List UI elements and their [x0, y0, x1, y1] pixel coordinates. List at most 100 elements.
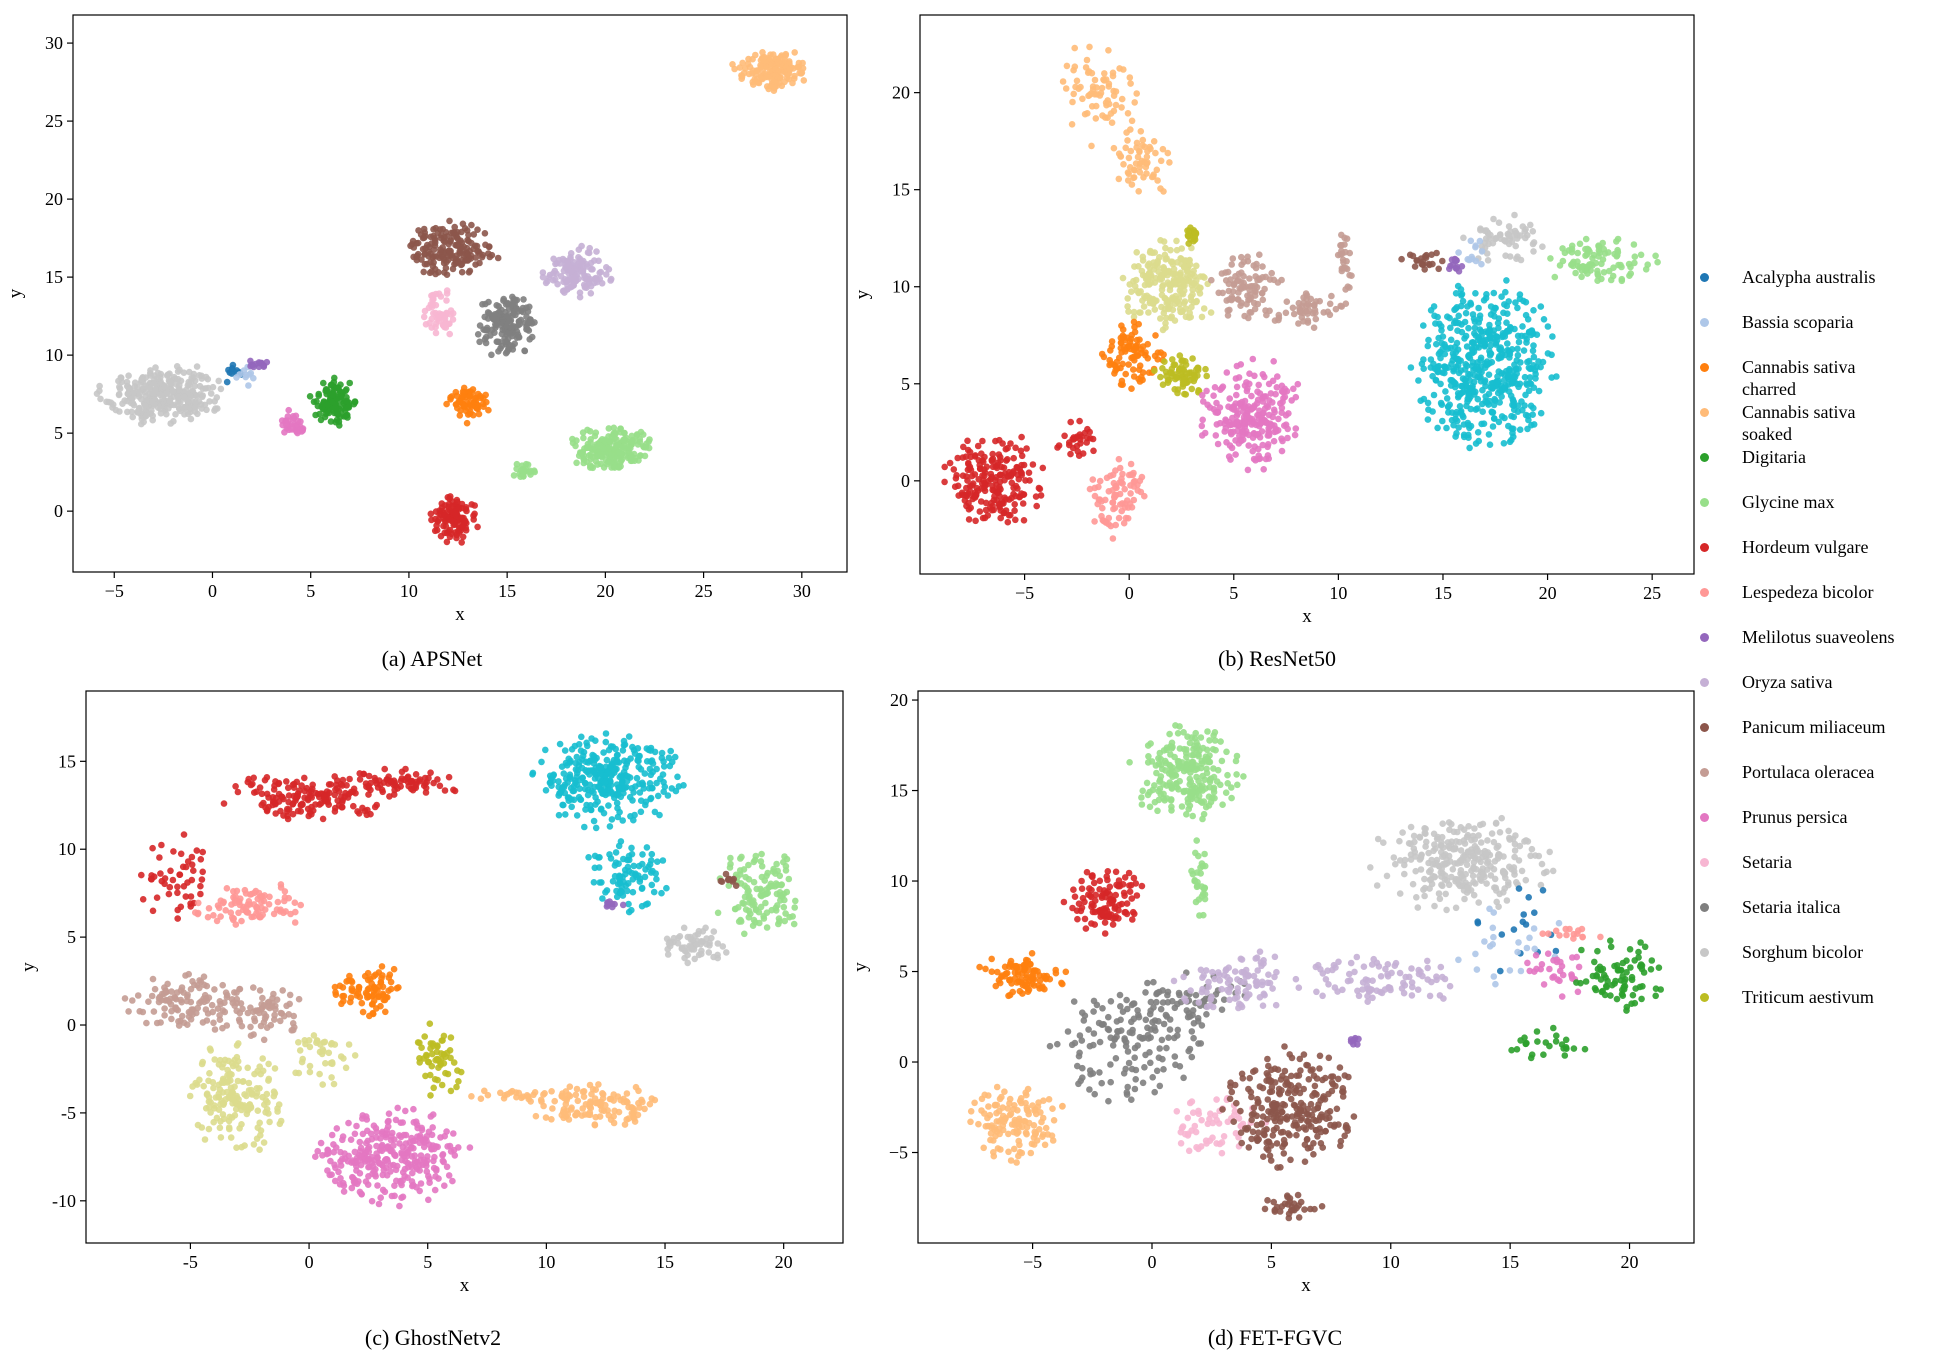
- point-c-1-41: [412, 771, 420, 778]
- point-c-6-107: [250, 1141, 258, 1148]
- point-c-6-151: [228, 1059, 236, 1067]
- point-c-10-199: [337, 1175, 344, 1182]
- point-b-13-88: [1537, 303, 1545, 310]
- point-c-1-40: [367, 779, 374, 787]
- point-c-4-100: [175, 1022, 183, 1029]
- point-b-17-56: [1578, 273, 1585, 281]
- point-b-13-355: [1501, 376, 1508, 384]
- point-b-13-414: [1432, 377, 1440, 384]
- point-a-12-20: [510, 472, 518, 479]
- point-c-4-105: [179, 1012, 186, 1020]
- point-c-6-103: [206, 1070, 213, 1077]
- point-b-11-22: [1086, 428, 1093, 436]
- point-c-4-6: [145, 998, 152, 1005]
- point-c-3-85: [213, 917, 221, 925]
- point-b-13-258: [1465, 324, 1472, 332]
- point-b-0-37: [1069, 98, 1076, 106]
- point-b-13-459: [1454, 327, 1461, 335]
- point-b-13-409: [1482, 360, 1489, 367]
- point-b-13-468: [1491, 313, 1498, 320]
- point-a-9-71: [576, 289, 584, 297]
- point-b-4-78: [1235, 296, 1242, 303]
- point-b-13-352: [1530, 421, 1538, 428]
- point-c-8-70: [364, 976, 372, 984]
- point-c-11-116: [625, 1115, 632, 1122]
- point-c-11-106: [580, 1088, 588, 1095]
- point-b-10-132: [972, 517, 979, 525]
- point-c-10-214: [411, 1152, 419, 1159]
- point-a-6-150: [486, 253, 494, 261]
- point-b-9-220: [1239, 431, 1246, 439]
- point-b-13-405: [1478, 332, 1485, 339]
- point-c-8-3: [332, 991, 340, 998]
- point-b-2-212: [1144, 276, 1152, 284]
- point-a-0-260: [196, 382, 204, 390]
- point-c-11-85: [651, 1096, 659, 1104]
- point-b-2-98: [1157, 315, 1164, 322]
- point-b-13-439: [1492, 339, 1500, 347]
- point-b-2-183: [1149, 295, 1157, 303]
- point-c-7-27: [310, 1032, 318, 1039]
- point-b-10-207: [1005, 468, 1013, 476]
- point-c-0-2: [289, 810, 297, 818]
- point-c-10-83: [439, 1151, 447, 1158]
- point-c-7-26: [313, 1037, 321, 1045]
- point-a-14-137: [753, 75, 761, 83]
- point-c-9-35: [438, 1081, 446, 1089]
- point-b-0-53: [1127, 80, 1134, 87]
- point-b-13-351: [1465, 421, 1472, 429]
- point-c-4-118: [191, 981, 198, 989]
- point-c-10-221: [443, 1128, 450, 1135]
- point-b-10-178: [1007, 440, 1014, 447]
- point-b-17-54: [1598, 260, 1605, 268]
- point-b-1-39: [1130, 174, 1137, 182]
- point-c-4-71: [153, 1019, 161, 1027]
- point-b-13-422: [1430, 303, 1438, 310]
- point-b-13-451: [1442, 343, 1449, 351]
- point-c-10-59: [396, 1202, 403, 1210]
- point-c-6-114: [221, 1056, 229, 1064]
- point-c-1-54: [398, 775, 406, 782]
- point-c-3-67: [214, 902, 222, 909]
- point-c-4-77: [194, 1004, 201, 1012]
- point-c-7-37: [321, 1038, 329, 1046]
- point-a-7-41: [443, 287, 451, 294]
- point-b-10-154: [965, 516, 973, 523]
- point-c-6-79: [238, 1121, 245, 1128]
- point-b-13-396: [1474, 395, 1482, 403]
- point-b-9-227: [1292, 425, 1300, 432]
- point-c-9-41: [443, 1049, 451, 1057]
- point-b-13-496: [1500, 440, 1508, 447]
- point-b-12-78: [1141, 492, 1148, 500]
- point-c-6-76: [246, 1101, 254, 1108]
- point-b-11-28: [1073, 442, 1081, 450]
- point-b-13-362: [1420, 322, 1427, 329]
- point-b-2-186: [1141, 293, 1148, 300]
- point-b-13-427: [1489, 384, 1496, 392]
- point-a-10-57: [460, 384, 468, 392]
- point-b-13-191: [1512, 299, 1519, 306]
- point-b-1-33: [1137, 128, 1145, 135]
- point-a-9-116: [567, 268, 575, 275]
- point-b-17-4: [1609, 272, 1617, 280]
- point-c-11-44: [641, 1105, 648, 1113]
- point-b-13-140: [1455, 312, 1462, 320]
- point-c-5-37: [236, 1018, 244, 1025]
- point-b-10-209: [994, 489, 1001, 496]
- point-b-1-57: [1164, 149, 1172, 157]
- point-a-5-117: [343, 386, 350, 393]
- x-axis-label-a: x: [455, 604, 465, 625]
- point-b-13-128: [1503, 319, 1510, 327]
- point-b-4-19: [1256, 251, 1263, 258]
- point-c-10-296: [414, 1133, 421, 1140]
- point-a-0-298: [196, 391, 204, 398]
- point-b-9-137: [1203, 387, 1210, 395]
- point-c-10-191: [345, 1119, 352, 1127]
- point-b-2-213: [1133, 287, 1141, 295]
- point-c-6-102: [194, 1121, 202, 1129]
- point-b-11-17: [1054, 444, 1061, 451]
- point-c-4-85: [139, 1008, 147, 1016]
- point-c-10-189: [356, 1170, 364, 1177]
- point-b-0-26: [1105, 83, 1113, 90]
